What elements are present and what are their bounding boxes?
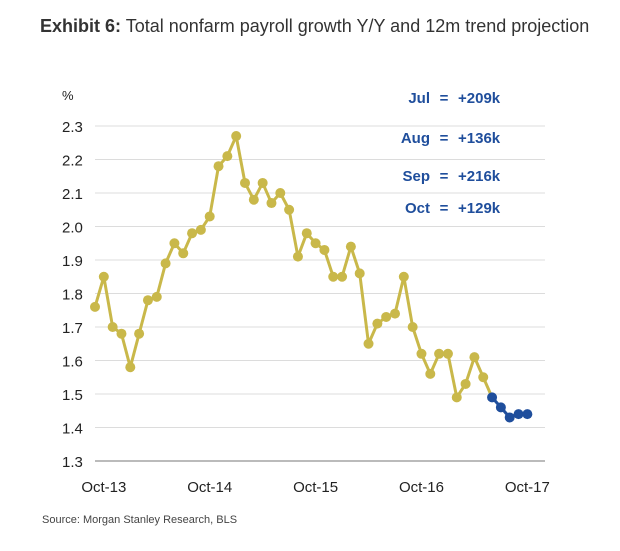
data-point	[451, 392, 462, 403]
x-tick-label: Oct-17	[505, 479, 550, 496]
data-point	[487, 392, 498, 403]
data-point	[90, 301, 100, 312]
y-tick-label: 2.3	[62, 119, 83, 136]
x-tick-label: Oct-13	[81, 479, 126, 496]
data-point	[381, 311, 392, 322]
data-point	[151, 291, 162, 302]
annotation-equals: =	[440, 168, 449, 185]
data-point	[407, 322, 418, 332]
annotation-value: +209k	[458, 90, 501, 107]
data-point	[434, 348, 445, 359]
y-tick-label: 1.5	[62, 387, 83, 404]
annotation-value: +216k	[458, 168, 501, 185]
annotation-equals: =	[440, 130, 449, 147]
title-text: Total nonfarm payroll growth Y/Y and 12m…	[125, 16, 590, 36]
data-point	[187, 228, 198, 239]
data-point	[284, 204, 295, 215]
data-point	[160, 258, 171, 269]
data-point	[98, 271, 109, 282]
y-tick-label: 1.8	[62, 287, 83, 304]
data-point	[310, 238, 321, 249]
data-point	[354, 268, 365, 279]
y-tick-label: 2.0	[62, 220, 83, 237]
data-point	[416, 348, 427, 359]
data-point	[425, 368, 436, 379]
data-point	[398, 271, 409, 282]
data-point	[231, 131, 242, 142]
data-point	[469, 352, 480, 363]
data-point	[107, 322, 118, 332]
data-point	[363, 338, 374, 349]
y-tick-label: 1.9	[62, 253, 83, 270]
exhibit-label: Exhibit 6:	[40, 16, 122, 36]
annotation-equals: =	[440, 90, 449, 107]
data-point	[292, 251, 303, 262]
data-point	[372, 318, 383, 329]
data-point	[222, 151, 233, 162]
annotation-month: Aug	[401, 130, 430, 147]
data-point	[240, 177, 250, 188]
data-point	[337, 271, 348, 282]
data-point	[213, 161, 224, 172]
data-point	[134, 328, 145, 339]
data-point	[460, 378, 471, 389]
data-point	[328, 271, 339, 282]
chart-title: Exhibit 6: Total nonfarm payroll growth …	[40, 14, 600, 38]
annotation-value: +129k	[458, 200, 501, 217]
data-point	[125, 362, 136, 373]
data-point	[204, 211, 215, 222]
data-point	[257, 177, 268, 188]
data-point	[195, 224, 206, 235]
data-point	[169, 238, 180, 249]
series-line	[93, 134, 494, 399]
data-point	[248, 194, 259, 205]
x-tick-label: Oct-16	[399, 479, 444, 496]
data-point	[504, 412, 515, 423]
data-point	[442, 348, 453, 359]
annotation-month: Jul	[408, 90, 430, 107]
data-point	[142, 295, 153, 306]
data-point	[178, 248, 189, 259]
data-point	[478, 372, 489, 383]
y-axis-label: %	[62, 88, 74, 103]
data-point	[522, 409, 533, 420]
y-tick-label: 1.6	[62, 354, 83, 371]
x-tick-label: Oct-14	[187, 479, 232, 496]
data-point	[275, 188, 286, 198]
data-point	[319, 244, 330, 255]
x-tick-label: Oct-15	[293, 479, 338, 496]
data-point	[495, 402, 506, 413]
data-point	[390, 308, 400, 319]
data-point	[116, 328, 127, 339]
data-point	[266, 198, 277, 209]
annotation-equals: =	[440, 200, 449, 217]
y-tick-label: 1.7	[62, 320, 83, 337]
source-note: Source: Morgan Stanley Research, BLS	[42, 514, 238, 526]
data-point	[513, 409, 524, 420]
data-point	[345, 241, 356, 252]
y-tick-label: 1.4	[62, 421, 83, 438]
y-tick-label: 2.1	[62, 186, 83, 203]
y-tick-label: 2.2	[62, 153, 83, 170]
y-tick-label: 1.3	[62, 454, 83, 471]
annotation-month: Sep	[402, 168, 430, 185]
annotation-value: +136k	[458, 130, 501, 147]
annotation-month: Oct	[405, 200, 430, 217]
data-point	[301, 228, 312, 239]
